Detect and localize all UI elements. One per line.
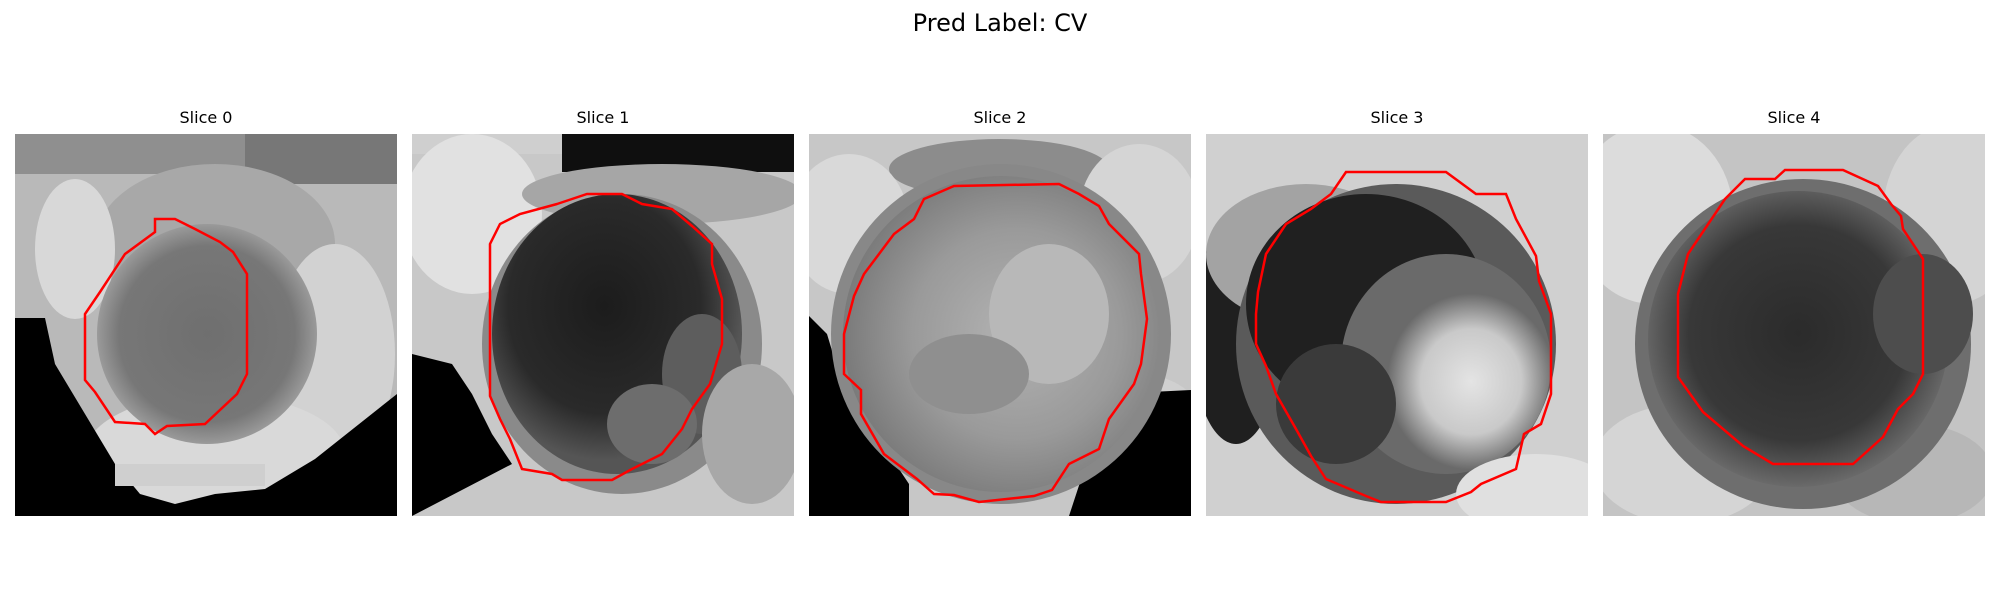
- slice-title: Slice 2: [973, 108, 1027, 127]
- slice-image-canvas: [1603, 134, 1985, 516]
- slice-image: [809, 134, 1191, 516]
- slice-title: Slice 4: [1767, 108, 1821, 127]
- slice-image-canvas: [809, 134, 1191, 516]
- slice-title: Slice 0: [179, 108, 233, 127]
- slice-title: Slice 3: [1370, 108, 1424, 127]
- figure-title: Pred Label: CV: [912, 9, 1088, 37]
- segmentation-contour: [488, 192, 724, 482]
- slice-image: [1603, 134, 1985, 516]
- segmentation-contour: [1676, 168, 1925, 466]
- segmentation-contour: [1254, 170, 1553, 504]
- segmentation-contour: [842, 182, 1149, 504]
- slice-image-canvas: [1206, 134, 1588, 516]
- slice-image: [412, 134, 794, 516]
- segmentation-contour: [83, 217, 249, 436]
- slice-image: [1206, 134, 1588, 516]
- slice-image-canvas: [412, 134, 794, 516]
- slice-image: [15, 134, 397, 516]
- slice-image-canvas: [15, 134, 397, 516]
- slice-title: Slice 1: [576, 108, 630, 127]
